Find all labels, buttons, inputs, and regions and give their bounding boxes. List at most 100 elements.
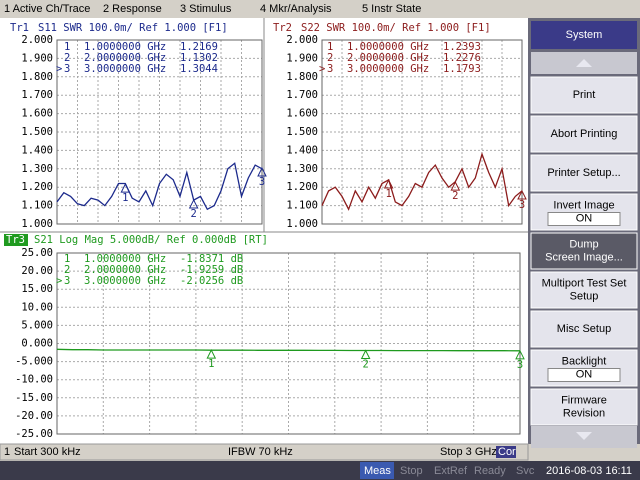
- status-row: [0, 443, 529, 461]
- marker-row-prefix: >: [319, 63, 325, 75]
- y-tick-label: -5.000: [15, 356, 53, 368]
- marker-label: 1: [122, 192, 128, 204]
- start: Start 300 kHz: [14, 446, 81, 458]
- marker-label: 3: [519, 199, 525, 211]
- ifbw: IFBW 70 kHz: [228, 446, 293, 458]
- y-tick-label: 1.200: [286, 181, 318, 193]
- marker-row-id: 2: [64, 264, 70, 276]
- y-tick-label: 0.000: [21, 338, 53, 350]
- y-tick-label: 1.100: [286, 200, 318, 212]
- trace-tag: Tr2: [273, 22, 292, 34]
- y-tick-label: 1.400: [21, 144, 53, 156]
- y-tick-label: 25.00: [21, 247, 53, 259]
- marker-row-value: 1.1793: [443, 63, 481, 75]
- trace-line: [56, 162, 263, 211]
- status-bar: [0, 461, 640, 480]
- marker: [257, 166, 267, 177]
- y-tick-label: 1.700: [21, 89, 53, 101]
- softkey-state: ON: [576, 368, 593, 380]
- channel: 1: [4, 446, 10, 458]
- softkey-label: Revision: [563, 407, 605, 419]
- softkey-state-box: [547, 212, 621, 226]
- softkey-label: Backlight: [562, 355, 607, 367]
- marker-label: 3: [517, 359, 523, 371]
- marker-row-id: 3: [327, 63, 333, 75]
- marker-label: 3: [259, 176, 265, 188]
- marker: [450, 181, 461, 191]
- softkey-label: Printer Setup...: [547, 167, 620, 179]
- marker: [383, 178, 394, 189]
- marker-row-value: 1.1302: [180, 52, 218, 64]
- trace-title: S11 SWR 100.0m/ Ref 1.000 [F1]: [38, 22, 228, 34]
- marker-label: 1: [385, 188, 391, 200]
- y-tick-label: 2.000: [286, 34, 318, 46]
- y-tick-label: 1.000: [21, 218, 53, 230]
- marker-row-value: 1.2393: [443, 41, 481, 53]
- trace-tag-bg: [4, 234, 28, 246]
- marker-row-value: 1.3044: [180, 63, 218, 75]
- stop: Stop 3 GHz: [440, 446, 497, 458]
- cor: Cor: [498, 446, 516, 458]
- trace-title: S22 SWR 100.0m/ Ref 1.000 [F1]: [301, 22, 491, 34]
- softkey[interactable]: [530, 232, 638, 270]
- marker-row-id: 1: [327, 41, 333, 53]
- marker: [120, 182, 131, 193]
- softkey-label: Print: [573, 89, 596, 101]
- marker: [188, 198, 199, 209]
- status-item: 2016-08-03 16:11: [546, 465, 632, 477]
- y-tick-label: 1.100: [21, 200, 53, 212]
- menu-item[interactable]: 2 Response: [103, 3, 162, 15]
- softkey-title-bg: [531, 21, 637, 49]
- softkey-state: ON: [576, 212, 593, 224]
- y-tick-label: 1.000: [286, 218, 318, 230]
- softkey-label: Misc Setup: [557, 323, 611, 335]
- menu-item[interactable]: 1 Active Ch/Trace: [4, 3, 90, 15]
- marker-row-freq: 3.0000000 GHz: [84, 275, 166, 287]
- y-tick-label: 20.00: [21, 265, 53, 277]
- marker-row-value: -1.9259 dB: [180, 264, 243, 276]
- marker-row-value: 1.2276: [443, 52, 481, 64]
- plot-frame: [56, 39, 263, 225]
- status-item: Ready: [474, 465, 506, 477]
- softkey[interactable]: [530, 115, 638, 153]
- menu-bar: [0, 0, 640, 18]
- marker-row-id: 1: [64, 41, 70, 53]
- softkey-label: Invert Image: [553, 199, 614, 211]
- menu-item[interactable]: 5 Instr State: [362, 3, 421, 15]
- y-tick-label: 1.800: [21, 71, 53, 83]
- trace-line: [56, 348, 521, 352]
- softkey-state-box: [547, 368, 621, 382]
- menu-item[interactable]: 3 Stimulus: [180, 3, 232, 15]
- softkey[interactable]: [530, 154, 638, 192]
- y-tick-label: 1.800: [286, 71, 318, 83]
- menu-item[interactable]: 4 Mkr/Analysis: [260, 3, 332, 15]
- y-tick-label: 10.00: [21, 301, 53, 313]
- status-item: Meas: [364, 465, 391, 477]
- softkey-title: System: [566, 29, 603, 41]
- softkey[interactable]: [530, 271, 638, 309]
- marker-label: 1: [208, 358, 214, 370]
- trace-tag: Tr1: [10, 22, 29, 34]
- marker-label: 2: [452, 190, 458, 202]
- softkey-label: Multiport Test Set: [542, 277, 627, 289]
- marker-row-freq: 1.0000000 GHz: [84, 253, 166, 265]
- marker-row-id: 1: [64, 253, 70, 265]
- softkey-label: Screen Image...: [545, 251, 623, 263]
- marker: [517, 189, 527, 200]
- marker-row-value: 1.2169: [180, 41, 218, 53]
- y-tick-label: 1.900: [286, 52, 318, 64]
- y-tick-label: 1.200: [21, 181, 53, 193]
- y-tick-label: 1.500: [21, 126, 53, 138]
- y-tick-label: 1.300: [21, 163, 53, 175]
- down-arrow: [576, 432, 592, 440]
- y-tick-label: -25.00: [15, 428, 53, 440]
- y-tick-label: 1.400: [286, 144, 318, 156]
- y-tick-label: -10.00: [15, 374, 53, 386]
- softkey[interactable]: [530, 388, 638, 426]
- softkey[interactable]: [530, 76, 638, 114]
- marker: [360, 349, 371, 359]
- softkey[interactable]: [530, 310, 638, 348]
- y-tick-label: 1.600: [21, 108, 53, 120]
